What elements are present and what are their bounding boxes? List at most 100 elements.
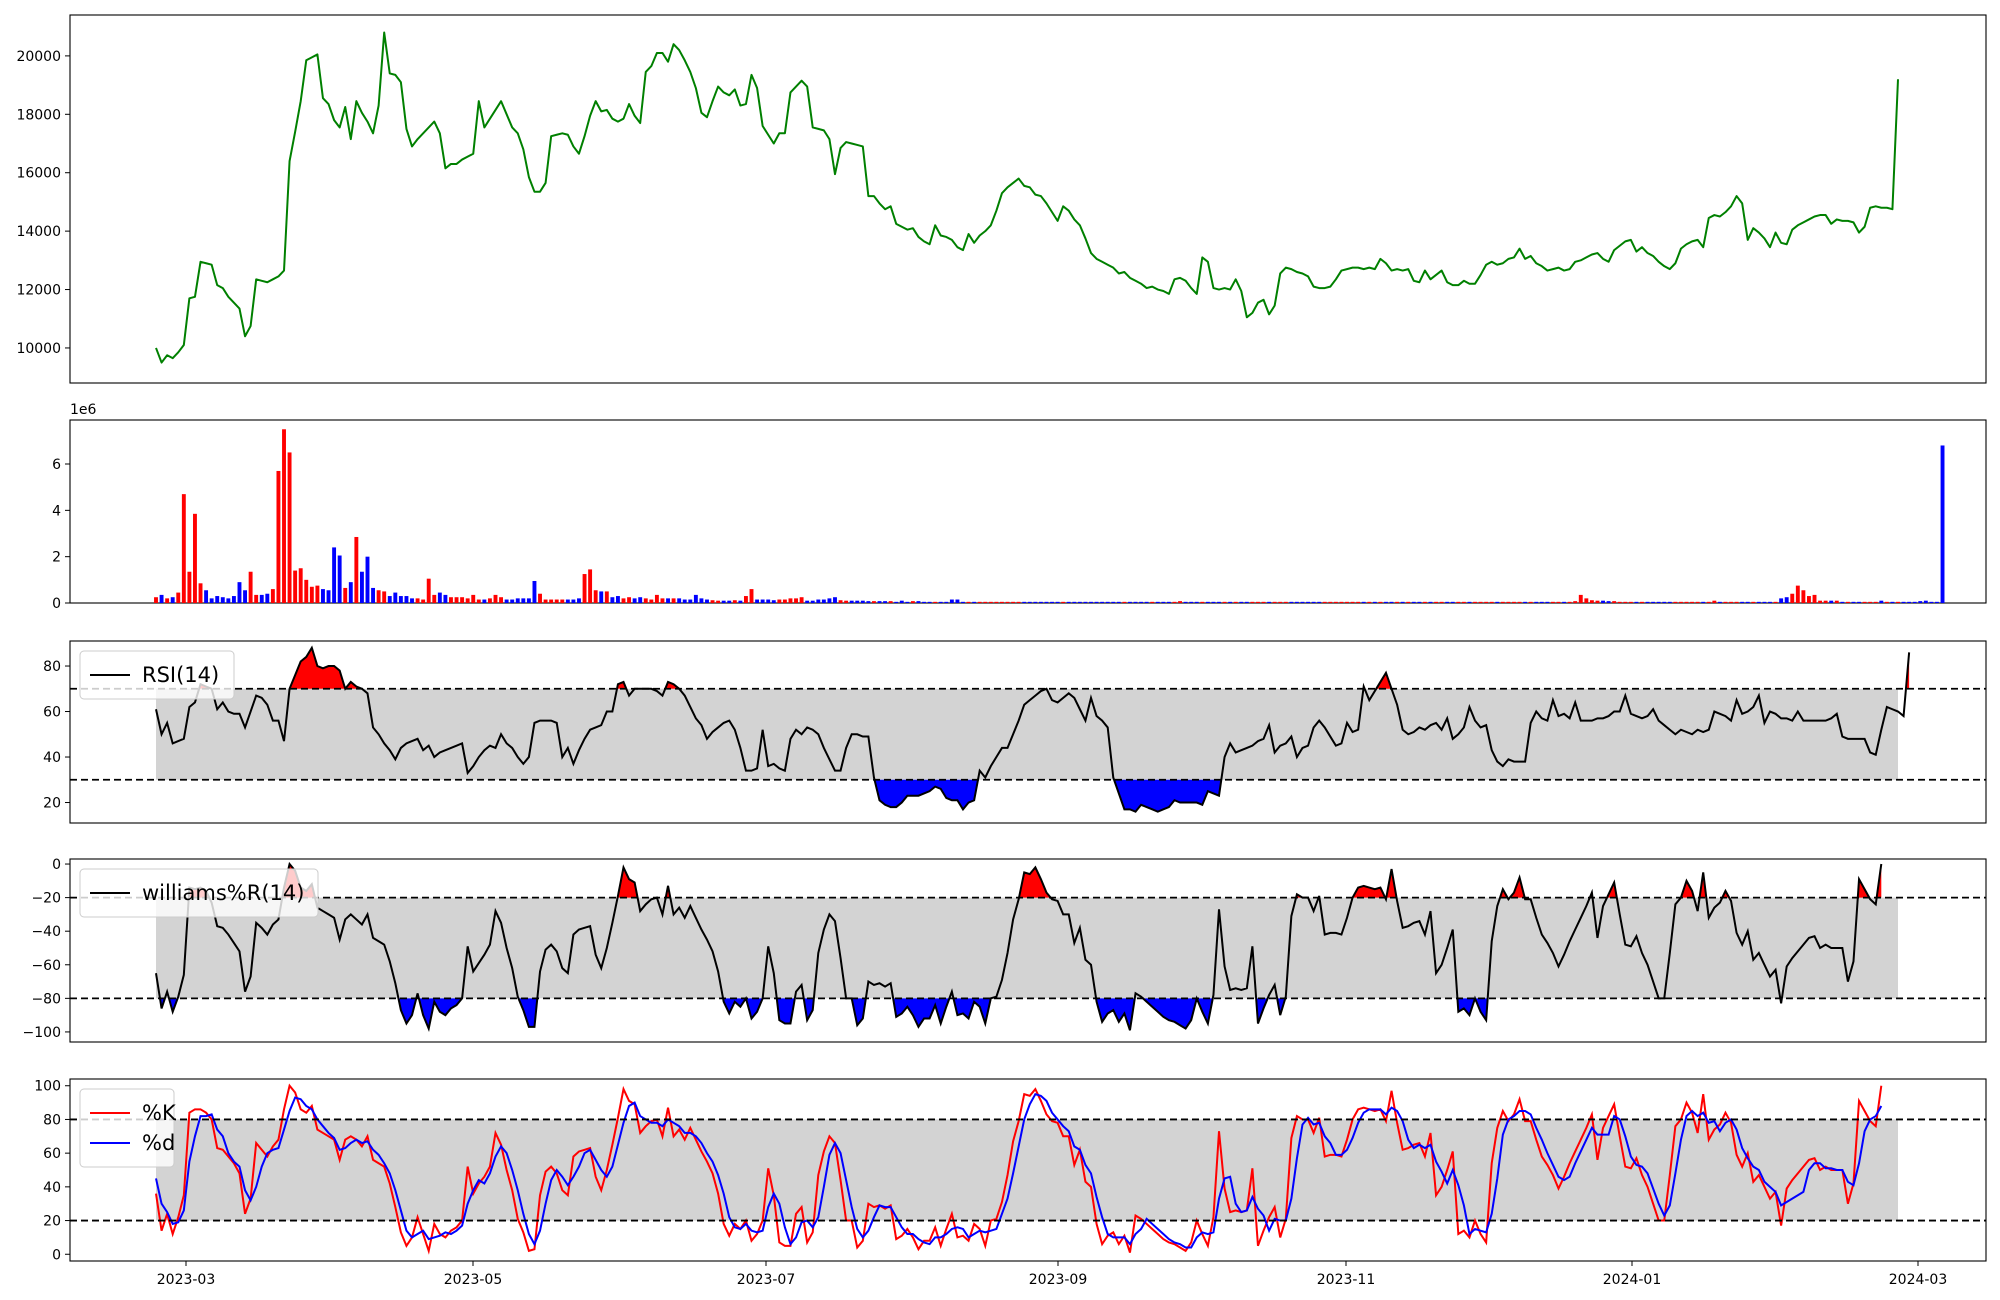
volume-bar <box>1089 601 1093 603</box>
volume-bar <box>387 596 392 603</box>
volume-bar <box>1356 601 1361 603</box>
volume-bar <box>1795 585 1800 603</box>
y-tick-label: −80 <box>31 991 61 1007</box>
volume-bar <box>282 429 286 603</box>
volume-bar <box>404 596 409 603</box>
volume-bar <box>743 596 748 603</box>
volume-bar <box>1027 601 1032 603</box>
volume-bar <box>1640 601 1644 603</box>
volume-bar <box>321 589 325 603</box>
volume-bar <box>1918 601 1923 603</box>
volume-bar <box>766 599 771 603</box>
volume-bar <box>1378 601 1383 603</box>
volume-bar <box>1717 601 1722 603</box>
volume-bar <box>1400 601 1405 603</box>
threshold-band <box>156 897 1898 999</box>
volume-bar <box>1300 601 1305 603</box>
volume-scale-label: 1e6 <box>70 402 97 418</box>
x-tick-label: 2023-07 <box>737 1272 796 1288</box>
volume-bar <box>1306 601 1311 603</box>
volume-bar <box>927 601 932 603</box>
volume-bar <box>1523 601 1528 603</box>
volume-bar <box>1762 601 1767 603</box>
volume-bar <box>193 513 197 603</box>
volume-bar <box>899 600 904 603</box>
legend-label: %K <box>142 1101 177 1125</box>
volume-bar <box>1840 601 1845 603</box>
volume-bar <box>326 590 331 603</box>
volume-bar <box>1322 601 1327 603</box>
volume-bar <box>922 601 926 603</box>
volume-bar <box>1077 601 1082 603</box>
volume-bar <box>755 599 760 603</box>
williams-overbought-fill <box>188 864 1882 898</box>
volume-bar <box>332 547 337 603</box>
volume-bar <box>860 600 865 603</box>
volume-bar <box>1550 601 1555 603</box>
volume-bar <box>1428 601 1433 603</box>
volume-bar <box>1105 601 1110 603</box>
volume-bar <box>359 571 364 603</box>
volume-bar <box>1211 601 1216 603</box>
volume-bar <box>1517 601 1522 603</box>
volume-bar <box>1016 601 1021 603</box>
y-tick-label: 0 <box>52 857 61 873</box>
y-tick-label: 40 <box>43 750 61 766</box>
volume-bar <box>265 593 270 603</box>
volume-bar <box>1879 600 1884 603</box>
volume-bar <box>955 599 960 603</box>
x-tick-label: 2024-03 <box>1889 1272 1948 1288</box>
volume-bar <box>521 598 526 603</box>
volume-bar <box>688 599 693 603</box>
volume-bar <box>1673 601 1678 603</box>
volume-bar <box>1333 601 1338 603</box>
volume-bar <box>510 599 515 603</box>
volume-bar <box>1512 601 1516 603</box>
volume-bar <box>1461 601 1466 603</box>
volume-bar <box>243 590 247 603</box>
volume-bar <box>1239 601 1244 603</box>
y-tick-label: 20 <box>43 796 61 812</box>
y-tick-label: −20 <box>31 891 61 907</box>
volume-bar <box>1244 601 1249 603</box>
volume-bar <box>443 594 448 603</box>
volume-bar <box>1556 601 1561 603</box>
y-tick-label: 40 <box>43 1180 61 1196</box>
volume-bar <box>1801 590 1806 603</box>
volume-bar <box>465 598 470 603</box>
y-tick-label: 20 <box>43 1214 61 1230</box>
volume-bar <box>1044 601 1049 603</box>
volume-bar <box>304 579 309 603</box>
x-tick-label: 2023-05 <box>444 1272 503 1288</box>
volume-bar <box>371 587 376 603</box>
volume-bar <box>1907 601 1912 603</box>
volume-bar <box>1545 601 1550 603</box>
y-tick-label: −40 <box>31 924 61 940</box>
volume-bar <box>421 599 426 603</box>
volume-bar <box>398 596 403 603</box>
volume-bar <box>154 597 158 603</box>
y-tick-label: 60 <box>43 705 61 721</box>
volume-bar <box>732 600 737 603</box>
price-line <box>155 31 1899 364</box>
volume-bar <box>382 591 387 603</box>
volume-bar <box>1790 593 1795 603</box>
volume-bar <box>1434 601 1439 603</box>
volume-bar <box>1873 601 1878 603</box>
volume-bar <box>1384 601 1388 603</box>
volume-bar <box>933 601 938 603</box>
volume-bar <box>1133 601 1138 603</box>
volume-bar <box>215 596 220 603</box>
x-tick-label: 2024-01 <box>1603 1272 1662 1288</box>
volume-bar <box>660 598 665 603</box>
volume-bar <box>1272 601 1277 603</box>
volume-bar <box>1261 601 1266 603</box>
volume-bar <box>1283 601 1288 603</box>
volume-bar <box>487 598 492 603</box>
volume-bar <box>1038 601 1043 603</box>
volume-bar <box>810 600 815 603</box>
volume-bar <box>621 598 626 603</box>
williams-line <box>155 861 1883 1032</box>
volume-bar <box>805 600 810 603</box>
